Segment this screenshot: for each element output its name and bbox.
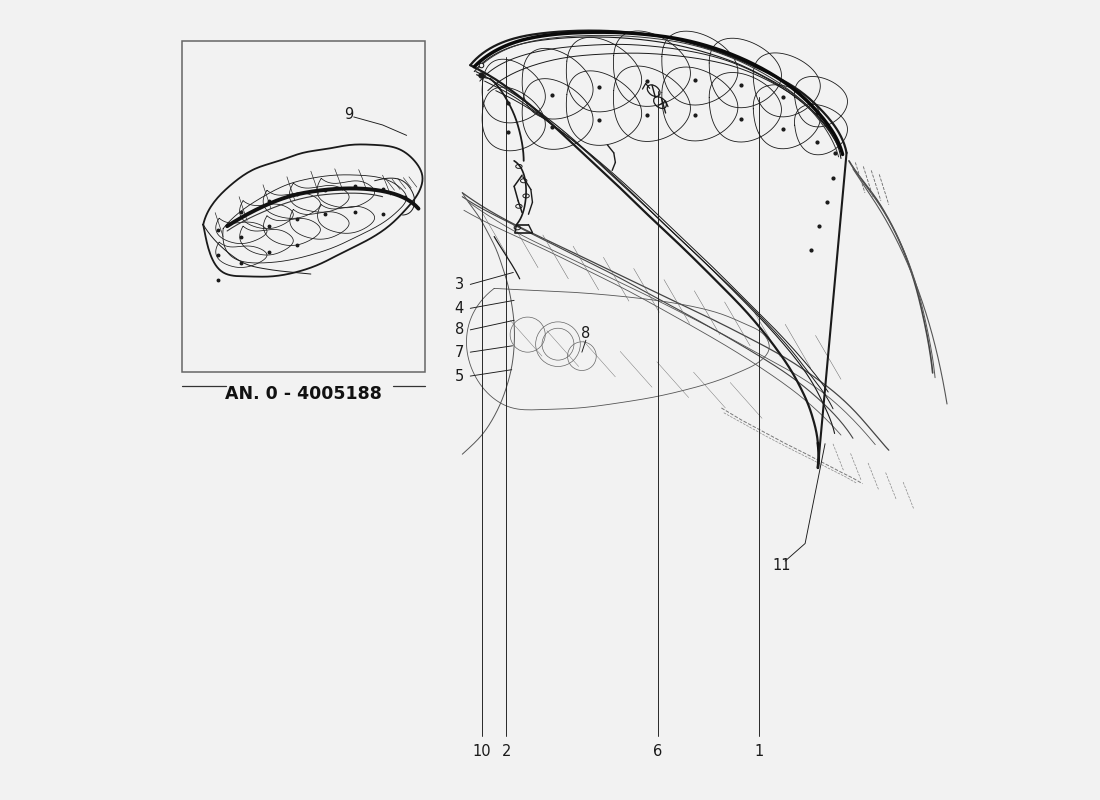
Text: 7: 7: [454, 345, 464, 360]
Text: AN. 0 - 4005188: AN. 0 - 4005188: [224, 386, 382, 403]
Text: 4: 4: [454, 301, 464, 316]
Text: 2: 2: [502, 744, 510, 759]
Text: 11: 11: [772, 558, 791, 574]
Text: 10: 10: [473, 744, 492, 759]
Text: 8: 8: [454, 322, 464, 338]
Text: 9: 9: [344, 107, 354, 122]
Text: 6: 6: [653, 744, 662, 759]
Bar: [182, 42, 425, 372]
Text: 5: 5: [454, 369, 464, 383]
Text: 1: 1: [755, 744, 763, 759]
Text: 8: 8: [581, 326, 591, 342]
Text: 3: 3: [454, 277, 464, 292]
